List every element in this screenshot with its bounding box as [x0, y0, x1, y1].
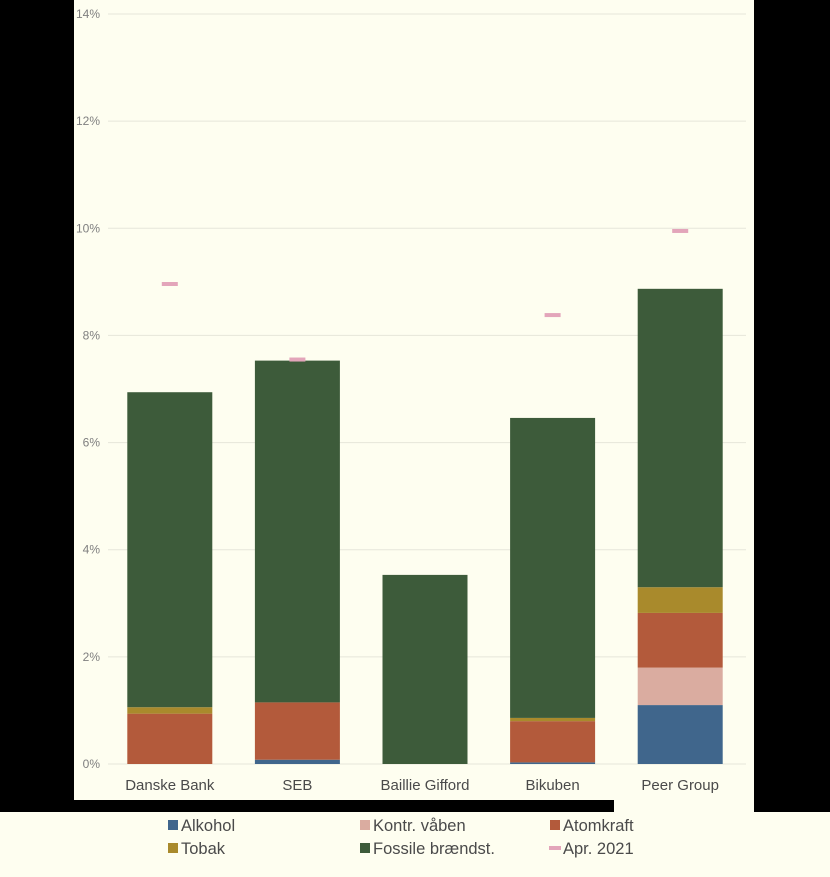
bar-peer-group-tobak	[637, 587, 723, 613]
x-tick-label-peer-group: Peer Group	[641, 777, 719, 794]
bar-peer-group-fossile-braendst	[637, 288, 723, 588]
bar-stack-seb	[254, 360, 340, 764]
legend-item-atomkraft: Atomkraft	[550, 817, 634, 835]
bar-stack-bikuben	[510, 417, 596, 764]
bar-bikuben-alkohol	[510, 762, 596, 764]
x-tick-label-bikuben: Bikuben	[525, 777, 579, 794]
y-tick-label-14: 14%	[76, 7, 100, 21]
legend-label-atomkraft: Atomkraft	[563, 817, 634, 835]
bar-danske-bank-tobak	[127, 707, 213, 714]
bar-peer-group-alkohol	[637, 705, 723, 764]
marker-bikuben	[544, 313, 561, 318]
bar-peer-group-kontr-vaben	[637, 667, 723, 706]
bar-seb-atomkraft	[254, 702, 340, 760]
y-axis-ticks: 0% 2% 4% 6% 8% 10% 12% 14%	[76, 7, 100, 771]
legend-item-kontr-vaben: Kontr. våben	[360, 817, 466, 835]
bar-peer-group-atomkraft	[637, 612, 723, 668]
x-tick-label-seb: SEB	[282, 777, 312, 794]
bar-stack-danske-bank	[127, 392, 213, 764]
legend-item-fossile-braendst: Fossile brændst.	[360, 840, 495, 858]
bar-danske-bank-atomkraft	[127, 713, 213, 764]
marker-danske-bank	[161, 282, 178, 286]
x-tick-label-danske-bank: Danske Bank	[125, 777, 215, 794]
bars	[127, 288, 723, 764]
bar-bikuben-fossile-braendst	[510, 417, 596, 718]
chart-background-lower	[614, 800, 754, 812]
y-tick-label-12: 12%	[76, 114, 100, 128]
bar-bikuben-atomkraft	[510, 721, 596, 763]
bar-danske-bank-fossile-braendst	[127, 392, 213, 708]
legend-swatch-alkohol	[168, 820, 178, 830]
legend-swatch-tobak	[168, 843, 178, 853]
bar-seb-fossile-braendst	[254, 360, 340, 703]
legend: Alkohol Kontr. våben Atomkraft Tobak Fossile…	[168, 817, 634, 858]
y-tick-label-4: 4%	[83, 543, 101, 557]
marker-peer-group	[672, 228, 689, 233]
y-tick-label-2: 2%	[83, 650, 101, 664]
legend-item-alkohol: Alkohol	[168, 817, 235, 835]
bar-stack-peer-group	[637, 288, 723, 764]
legend-swatch-kontr-vaben	[360, 820, 370, 830]
legend-label-tobak: Tobak	[181, 840, 226, 858]
y-tick-label-8: 8%	[83, 328, 101, 342]
bar-stack-baillie-gifford	[382, 574, 468, 764]
legend-label-fossile-braendst: Fossile brændst.	[373, 840, 495, 858]
legend-item-apr-2021: Apr. 2021	[549, 840, 634, 858]
legend-swatch-atomkraft	[550, 820, 560, 830]
legend-label-alkohol: Alkohol	[181, 817, 235, 835]
legend-label-kontr-vaben: Kontr. våben	[373, 817, 466, 835]
x-tick-label-baillie-gifford: Baillie Gifford	[381, 777, 470, 794]
bar-bikuben-tobak	[510, 717, 596, 722]
y-tick-label-0: 0%	[83, 757, 101, 771]
bar-seb-alkohol	[254, 759, 340, 764]
legend-swatch-fossile-braendst	[360, 843, 370, 853]
y-tick-label-10: 10%	[76, 221, 100, 235]
y-tick-label-6: 6%	[83, 436, 101, 450]
legend-item-tobak: Tobak	[168, 840, 226, 858]
apr-2021-markers	[161, 228, 689, 362]
legend-background	[0, 812, 830, 877]
legend-label-apr-2021: Apr. 2021	[563, 840, 634, 858]
x-axis-ticks: Danske Bank SEB Baillie Gifford Bikuben Peer…	[125, 777, 719, 794]
bar-baillie-gifford-fossile-braendst	[382, 574, 468, 764]
legend-swatch-apr-2021	[549, 846, 561, 850]
marker-seb	[289, 357, 306, 362]
